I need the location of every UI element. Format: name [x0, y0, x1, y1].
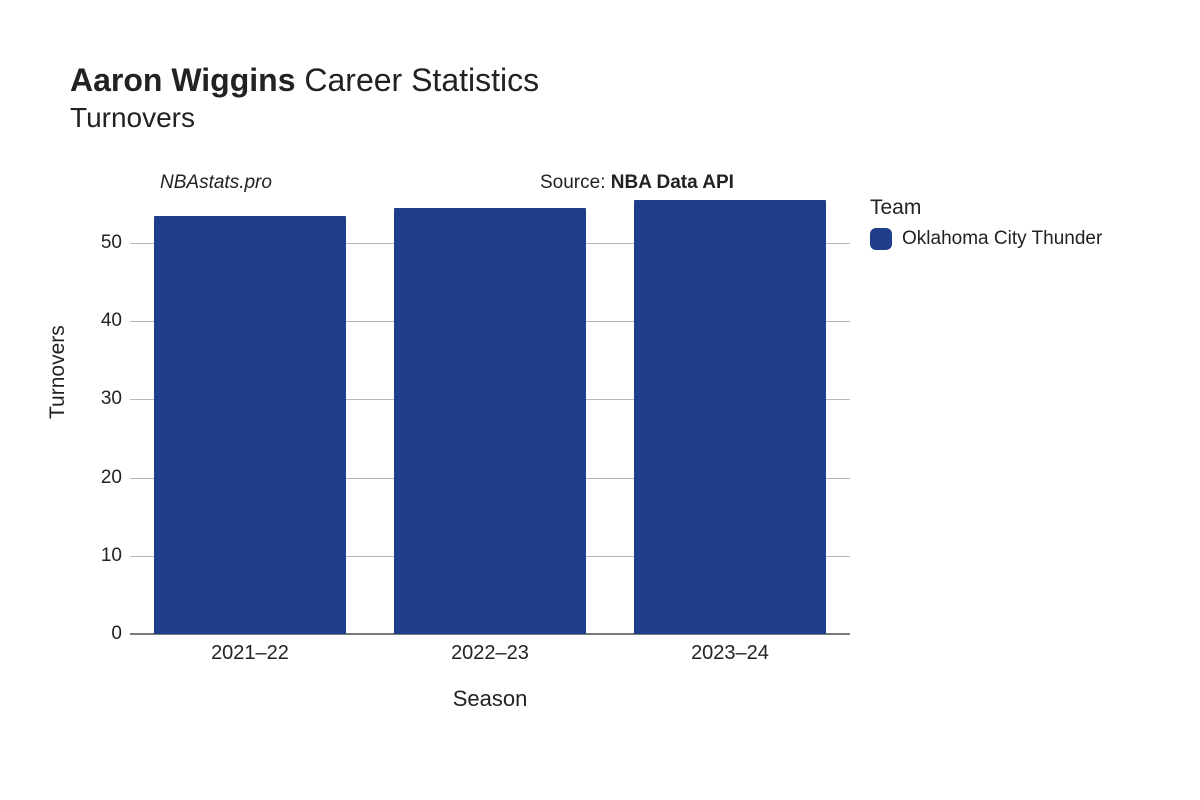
source-name: NBA Data API	[611, 172, 734, 193]
source-prefix: Source:	[540, 172, 611, 193]
y-tick-label: 10	[70, 545, 122, 567]
page-subtitle: Turnovers	[70, 102, 1160, 134]
legend-swatch-icon	[870, 228, 892, 250]
legend-item-label: Oklahoma City Thunder	[902, 228, 1102, 250]
plot-area	[130, 204, 850, 634]
title-suffix: Career Statistics	[295, 62, 539, 98]
watermark-text: NBAstats.pro	[160, 172, 272, 194]
y-tick-label: 50	[70, 232, 122, 254]
legend-item: Oklahoma City Thunder	[870, 228, 1120, 250]
page: Aaron Wiggins Career Statistics Turnover…	[0, 0, 1200, 800]
chart-figure: NBAstats.pro Source: NBA Data API Turnov…	[70, 164, 1130, 724]
source-attribution: Source: NBA Data API	[540, 172, 734, 194]
x-tick-label: 2022–23	[451, 642, 529, 665]
x-tick-label: 2023–24	[691, 642, 769, 665]
legend: Team Oklahoma City Thunder	[870, 196, 1120, 250]
legend-title: Team	[870, 196, 1120, 220]
bar	[154, 216, 346, 634]
bar	[394, 208, 586, 634]
page-title: Aaron Wiggins Career Statistics	[70, 60, 1160, 100]
y-tick-label: 0	[70, 623, 122, 645]
y-tick-label: 40	[70, 310, 122, 332]
x-tick-label: 2021–22	[211, 642, 289, 665]
x-axis-title: Season	[130, 686, 850, 712]
bar	[634, 200, 826, 634]
y-tick-label: 20	[70, 467, 122, 489]
y-tick-label: 30	[70, 388, 122, 410]
title-player-name: Aaron Wiggins	[70, 62, 295, 98]
y-axis-title: Turnovers	[46, 325, 70, 419]
